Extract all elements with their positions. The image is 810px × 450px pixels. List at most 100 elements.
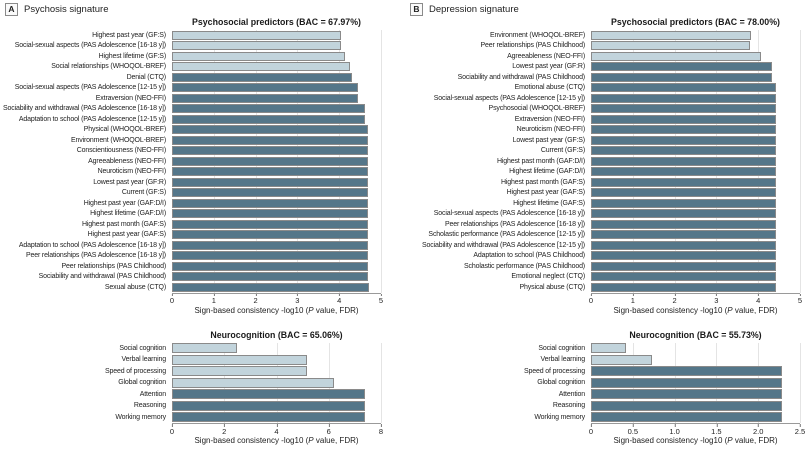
bar-row: Environment (WHOQOL-BREF) [0,135,405,146]
plot-area: Social cognition Verbal learning Speed of … [405,342,810,423]
x-tick-label: 2 [222,424,226,436]
x-tick-label: 6 [327,424,331,436]
bar [172,282,370,292]
bar-row: Highest lifetime (GAF:D/I) [0,209,405,220]
bar-track [591,377,800,388]
bar-row: Social relationships (WHOQOL-BREF) [0,62,405,73]
category-label: Social-sexual aspects (PAS Adolescence [… [433,210,585,218]
x-tick-label: 2.5 [795,424,805,436]
bar-track [172,188,381,198]
bar-track [591,198,800,208]
plot-area: Social cognition Verbal learning Speed of … [0,342,405,423]
bar-track [172,272,381,282]
category-label: Environment (WHOQOL-BREF) [70,136,166,144]
bar-row: Peer relationships (PAS Adolescence [16-… [405,219,810,230]
category-label: Lowest past year (GF:S) [512,136,586,144]
bar-row: Agreeableness (NEO-FFI) [405,51,810,62]
panel-b-header: B Depression signature [405,3,810,16]
bar [172,400,366,411]
bar-track [172,51,381,61]
bar-row: Social cognition [0,343,405,355]
category-label: Sociability and withdrawal (PAS Childhoo… [38,273,167,281]
chart-psychosis-psychosocial: Psychosocial predictors (BAC = 67.97%) H… [0,17,405,315]
category-label: Emotional neglect (CTQ) [511,273,585,281]
bar-row: Denial (CTQ) [0,72,405,83]
category-label: Verbal learning [540,356,586,364]
bar-row: Sexual abuse (CTQ) [0,282,405,293]
bar-row: Physical abuse (CTQ) [405,282,810,293]
bar-row: Sociability and withdrawal (PAS Childhoo… [405,72,810,83]
bar [591,389,782,400]
bar-track [172,219,381,229]
chart-title: Neurocognition (BAC = 65.06%) [210,329,343,340]
bar-track [172,230,381,240]
bar [172,146,369,156]
category-label: Social cognition [538,344,585,352]
category-label: Highest past month (GAF:D/I) [497,157,585,165]
chart-title: Psychosocial predictors (BAC = 78.00%) [611,17,780,27]
category-label: Agreeableness (NEO-FFI) [507,52,585,60]
bar [172,135,369,145]
bar-track [172,62,381,72]
gridline [800,30,801,293]
chart-title: Neurocognition (BAC = 55.73%) [629,329,762,340]
bar [591,377,782,388]
x-tick-label: 3 [295,293,299,305]
gridline [800,342,801,423]
bar-track [172,251,381,261]
category-label: Extraversion (NEO-FFI) [95,94,166,102]
category-label: Current (GF:S) [121,189,166,197]
category-label: Agreeableness (NEO-FFI) [88,157,166,165]
bar [591,167,777,177]
bar [172,251,369,261]
category-label: Verbal learning [121,356,167,364]
x-tick-label: 1 [631,293,635,305]
bar-track [172,354,381,365]
bar-row: Attention [0,389,405,401]
bar [591,177,777,187]
chart-title: Psychosocial predictors (BAC = 67.97%) [192,17,361,27]
x-axis-label-pre: Sign-based consistency -log10 ( [194,305,309,315]
bar-track [591,135,800,145]
bar-row: Highest past month (GAF:D/I) [405,156,810,167]
category-label: Sociability and withdrawal (PAS Adolesce… [3,105,166,113]
chart-psychosis-neurocognition: Neurocognition (BAC = 65.06%) Social cog… [0,330,405,446]
x-axis-label-post: value, FDR) [313,305,359,315]
bar-row: Adaptation to school (PAS Adolescence [1… [0,114,405,125]
x-tick-label: 1 [212,293,216,305]
bar-track [172,209,381,219]
bar-row: Highest past year (GAF:S) [405,188,810,199]
bar-track [172,412,381,423]
category-label: Adaptation to school (PAS Adolescence [1… [18,241,166,249]
bar [591,209,777,219]
bar-track [591,146,800,156]
bar-row: Lowest past year (GF:R) [0,177,405,188]
x-axis-label: Sign-based consistency -log10 (P value, … [172,436,381,445]
category-label: Neuroticism (NEO-FFI) [516,126,586,134]
bar-track [172,198,381,208]
x-axis-label-post: value, FDR) [732,305,778,315]
bar [591,198,777,208]
bar-row: Verbal learning [405,354,810,366]
chart-depression-neurocognition: Neurocognition (BAC = 55.73%) Social cog… [405,330,810,446]
category-label: Denial (CTQ) [126,73,167,81]
bar [591,41,750,51]
category-label: Highest lifetime (GF:S) [98,52,166,60]
category-label: Psychosocial (WHOQOL-BREF) [488,105,586,113]
category-label: Current (GF:S) [540,147,585,155]
bar-row: Physical (WHOQOL-BREF) [0,125,405,136]
category-label: Highest past year (GF:S) [92,31,166,39]
bar [172,83,358,93]
bar-track [172,240,381,250]
bar-track [172,389,381,400]
x-axis-label-pre: Sign-based consistency -log10 ( [613,436,728,445]
bar-track [172,261,381,271]
bar [172,188,369,198]
bar-track [591,354,800,365]
bar [591,188,777,198]
bar-track [591,156,800,166]
x-tick-label: 5 [379,293,383,305]
bar-track [591,366,800,377]
category-label: Peer relationships (PAS Childhood) [61,262,167,270]
